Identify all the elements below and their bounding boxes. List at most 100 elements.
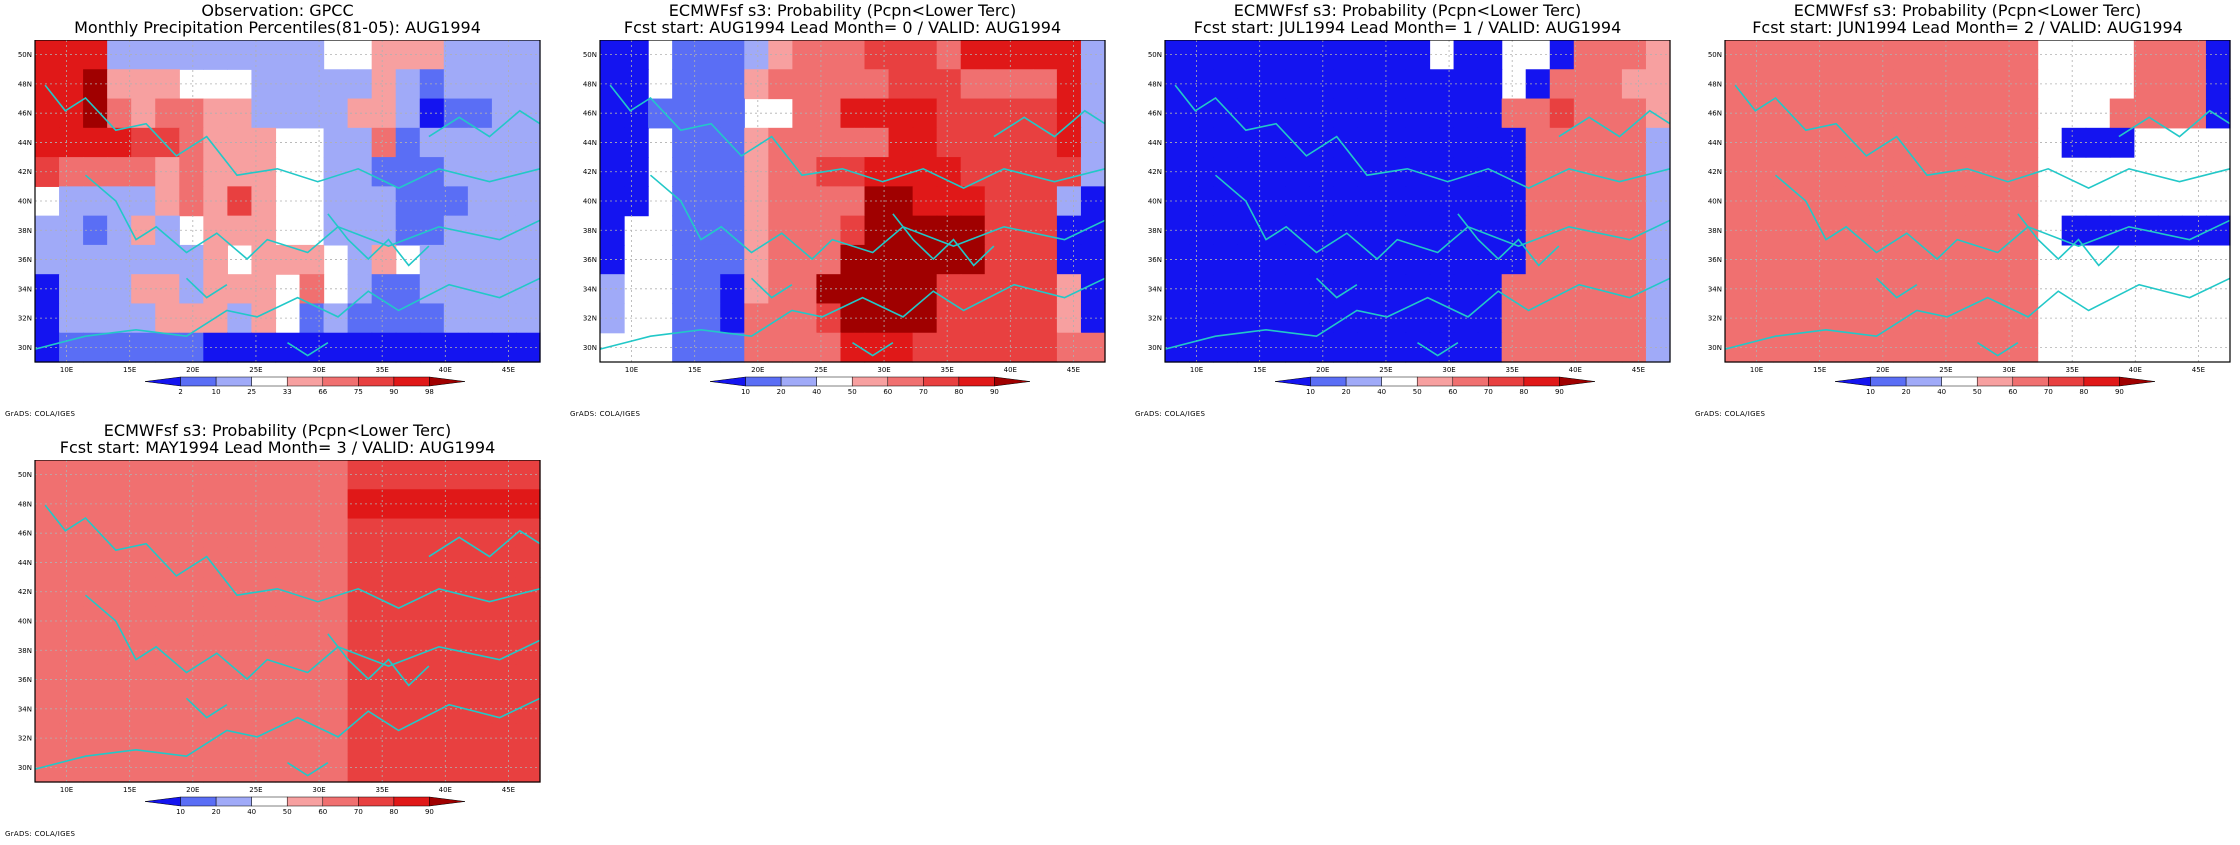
lon-tick-label: 10E: [60, 366, 73, 374]
lat-tick-label: 44N: [18, 139, 32, 147]
lat-tick-label: 48N: [18, 80, 32, 88]
grid-cell: [131, 332, 156, 363]
colorbar-label: 60: [883, 388, 892, 396]
grid-cell: [1821, 332, 1846, 363]
map-grid: 10E 15E 20E 25E 30E 35E 40E 45E 30N 32N 34N 36N 38N 4…: [18, 460, 541, 816]
colorbar-segment: [1523, 376, 1560, 387]
colorbar-segment: [2083, 376, 2120, 387]
lon-tick-label: 15E: [123, 366, 136, 374]
colorbar-segment: [286, 796, 324, 807]
panel-title: ECMWFsf s3: Probability (Pcpn<Lower Terc…: [1793, 1, 2142, 20]
colorbar-segment: [358, 376, 395, 387]
grid-cell: [131, 460, 156, 490]
lon-tick-label: 35E: [376, 366, 389, 374]
lon-tick-label: 30E: [312, 786, 325, 794]
lon-tick-label: 25E: [249, 366, 262, 374]
grid-cell: [131, 489, 156, 520]
colorbar-segment: [180, 796, 217, 807]
coastline: [34, 504, 541, 777]
colorbar-label: 70: [2044, 388, 2053, 396]
colorbar-segment: [1870, 376, 1907, 387]
lat-tick-label: 30N: [18, 344, 32, 352]
colorbar-segment: [1488, 376, 1525, 387]
colorbar-label: 70: [919, 388, 928, 396]
lat-tick-label: 38N: [18, 227, 32, 235]
lat-tick-label: 46N: [1708, 110, 1722, 118]
lat-tick-label: 40N: [1148, 198, 1162, 206]
colorbar: 10 20 40 50 60 70 80 90: [709, 376, 1031, 396]
grid-cell: [131, 303, 156, 334]
lat-tick-label: 50N: [18, 51, 32, 59]
colorbar-segment: [286, 376, 324, 387]
lat-tick-label: 38N: [18, 647, 32, 655]
grid-cell: [696, 215, 721, 246]
lon-tick-label: 20E: [1316, 366, 1329, 374]
lat-tick-label: 40N: [18, 618, 32, 626]
lon-tick-label: 30E: [2002, 366, 2015, 374]
grid-cell: [1821, 244, 1846, 275]
colorbar-segment: [429, 376, 466, 387]
colorbar-segment: [1452, 376, 1489, 387]
lat-tick-label: 50N: [1148, 51, 1162, 59]
grid-cell: [131, 127, 156, 158]
colorbar-segment: [322, 796, 359, 807]
map-grid: 10E 15E 20E 25E 30E 35E 40E 45E 30N 32N 34N 36N 38N 4…: [583, 40, 1106, 396]
lat-tick-label: 46N: [583, 110, 597, 118]
colorbar-segment: [1976, 376, 2014, 387]
colorbar-segment: [1905, 376, 1942, 387]
lat-tick-label: 40N: [583, 198, 597, 206]
grid-cell: [131, 274, 156, 305]
grid-cell: [131, 547, 156, 578]
panel-lead0: ECMWFsf s3: Probability (Pcpn<Lower Terc…: [570, 2, 1115, 422]
grid-cell: [1821, 69, 1846, 100]
colorbar-segment: [709, 376, 746, 387]
panel-lead3: ECMWFsf s3: Probability (Pcpn<Lower Terc…: [5, 422, 550, 842]
colorbar-label: 80: [1519, 388, 1528, 396]
grid-cell: [696, 69, 721, 100]
grid-cell: [1821, 127, 1846, 158]
colorbar-segment: [958, 376, 995, 387]
colorbar-label: 20: [777, 388, 786, 396]
colorbar-segment: [393, 796, 430, 807]
map-grid: 10E 15E 20E 25E 30E 35E 40E 45E 30N 32N 34N 36N 38N 4…: [18, 40, 541, 396]
grid-cell: [696, 332, 721, 363]
colorbar-segment: [745, 376, 782, 387]
colorbar-label: 20: [1342, 388, 1351, 396]
colorbar-label: 90: [2115, 388, 2124, 396]
colorbar-segment: [429, 796, 466, 807]
colorbar-segment: [180, 376, 217, 387]
lon-tick-label: 35E: [2066, 366, 2079, 374]
colorbar-label: 40: [1937, 388, 1946, 396]
lat-tick-label: 46N: [18, 110, 32, 118]
graticule: [600, 40, 1105, 362]
lat-tick-label: 48N: [18, 500, 32, 508]
colorbar-segment: [251, 376, 288, 387]
lat-tick-label: 48N: [1708, 80, 1722, 88]
grid-cell: [696, 186, 721, 217]
colorbar-segment: [2048, 376, 2085, 387]
lat-tick-label: 46N: [18, 530, 32, 538]
colorbar-segment: [215, 796, 252, 807]
lon-tick-label: 40E: [439, 786, 452, 794]
colorbar-label: 10: [1306, 388, 1315, 396]
colorbar-label: 60: [2008, 388, 2017, 396]
grads-credit: GrADS: COLA/IGES: [5, 410, 76, 418]
grid-cell: [1261, 69, 1286, 100]
lon-tick-label: 20E: [1876, 366, 1889, 374]
colorbar-label: 2: [178, 388, 182, 396]
colorbar-segment: [251, 796, 288, 807]
grid-cell: [131, 186, 156, 217]
lon-tick-label: 45E: [502, 366, 515, 374]
lon-tick-label: 45E: [502, 786, 515, 794]
grid-cell: [131, 694, 156, 725]
colorbar-segment: [1941, 376, 1978, 387]
grid-cell: [131, 215, 156, 246]
lat-tick-label: 50N: [18, 471, 32, 479]
lat-tick-label: 38N: [583, 227, 597, 235]
colorbar-segment: [2119, 376, 2156, 387]
lat-tick-label: 48N: [1148, 80, 1162, 88]
panel-lead2: ECMWFsf s3: Probability (Pcpn<Lower Terc…: [1695, 2, 2240, 422]
lat-tick-label: 42N: [583, 168, 597, 176]
colorbar: 10 20 40 50 60 70 80 90: [1274, 376, 1596, 396]
grid-cell: [131, 723, 156, 754]
